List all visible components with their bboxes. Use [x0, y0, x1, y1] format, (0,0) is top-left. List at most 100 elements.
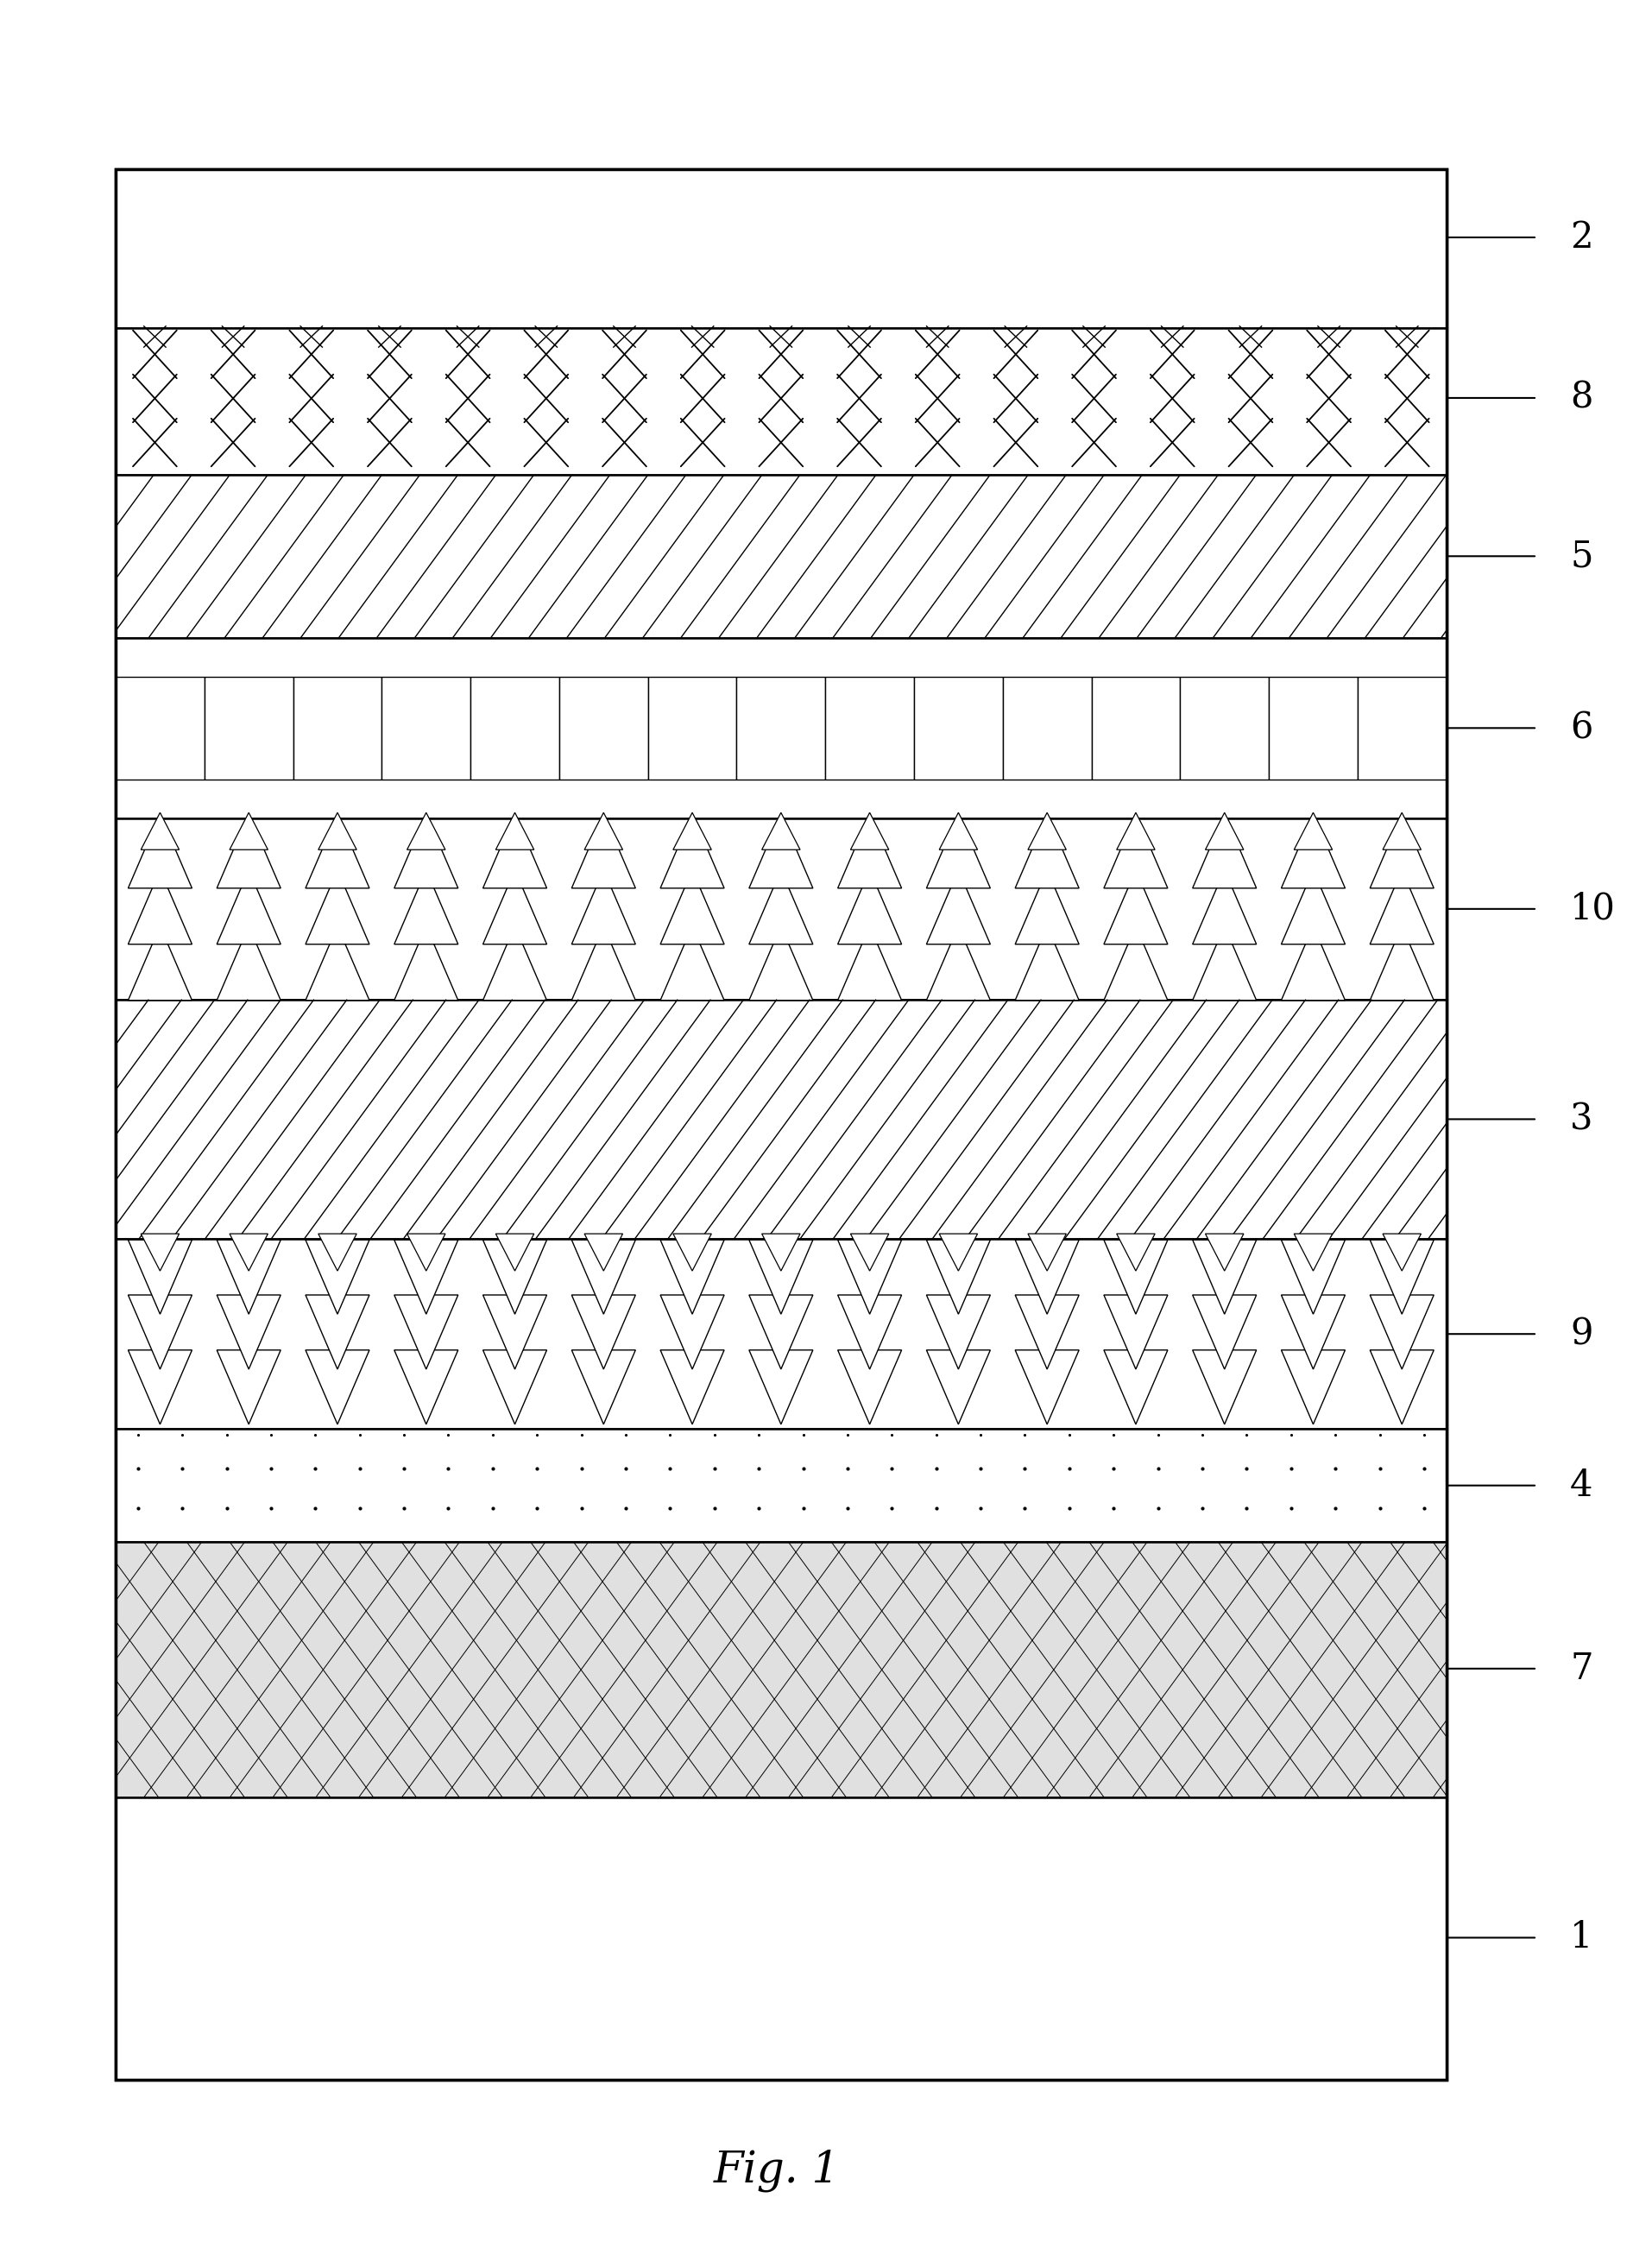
- Polygon shape: [572, 1350, 634, 1424]
- Polygon shape: [927, 1296, 990, 1370]
- Text: Fig. 1: Fig. 1: [714, 2150, 839, 2191]
- Polygon shape: [1370, 1296, 1432, 1370]
- Polygon shape: [572, 814, 634, 889]
- Polygon shape: [129, 870, 192, 945]
- Polygon shape: [216, 1239, 281, 1314]
- Polygon shape: [938, 812, 976, 850]
- Bar: [737, 676, 824, 780]
- Polygon shape: [1280, 1239, 1345, 1314]
- Bar: [558, 676, 648, 780]
- Polygon shape: [748, 1296, 813, 1370]
- Polygon shape: [1104, 1350, 1166, 1424]
- Polygon shape: [1104, 1239, 1166, 1314]
- Polygon shape: [1204, 1235, 1242, 1271]
- Polygon shape: [306, 1296, 368, 1370]
- Bar: [648, 676, 737, 780]
- Polygon shape: [851, 1235, 889, 1271]
- Bar: [116, 328, 1446, 475]
- Polygon shape: [672, 812, 710, 850]
- Polygon shape: [851, 812, 889, 850]
- Polygon shape: [319, 812, 357, 850]
- Polygon shape: [216, 927, 281, 999]
- Polygon shape: [1104, 927, 1166, 999]
- Polygon shape: [1014, 870, 1079, 945]
- Polygon shape: [395, 1239, 458, 1314]
- Polygon shape: [1280, 814, 1345, 889]
- Polygon shape: [927, 870, 990, 945]
- Polygon shape: [482, 1239, 547, 1314]
- Polygon shape: [585, 812, 623, 850]
- Bar: [116, 676, 205, 780]
- Polygon shape: [661, 1239, 724, 1314]
- Polygon shape: [572, 870, 634, 945]
- Polygon shape: [129, 1350, 192, 1424]
- Polygon shape: [496, 812, 534, 850]
- Polygon shape: [938, 1235, 976, 1271]
- Polygon shape: [129, 814, 192, 889]
- Polygon shape: [482, 1350, 547, 1424]
- Polygon shape: [1294, 812, 1332, 850]
- Polygon shape: [661, 927, 724, 999]
- Bar: [205, 676, 292, 780]
- Polygon shape: [482, 1296, 547, 1370]
- Bar: [1269, 676, 1356, 780]
- Polygon shape: [1104, 1296, 1166, 1370]
- Polygon shape: [306, 870, 368, 945]
- Polygon shape: [838, 927, 900, 999]
- Bar: [382, 676, 471, 780]
- Polygon shape: [1280, 1350, 1345, 1424]
- Polygon shape: [406, 1235, 444, 1271]
- Polygon shape: [482, 927, 547, 999]
- Polygon shape: [1193, 1239, 1256, 1314]
- Bar: [116, 1797, 1446, 2080]
- Polygon shape: [1370, 814, 1432, 889]
- Polygon shape: [748, 814, 813, 889]
- Polygon shape: [129, 1296, 192, 1370]
- Polygon shape: [927, 927, 990, 999]
- Polygon shape: [838, 1296, 900, 1370]
- Polygon shape: [838, 870, 900, 945]
- Polygon shape: [1104, 870, 1166, 945]
- Polygon shape: [319, 1235, 357, 1271]
- Polygon shape: [1117, 812, 1155, 850]
- Polygon shape: [1014, 927, 1079, 999]
- Polygon shape: [748, 870, 813, 945]
- Polygon shape: [216, 870, 281, 945]
- Polygon shape: [129, 1239, 192, 1314]
- Polygon shape: [1193, 1350, 1256, 1424]
- Polygon shape: [1014, 1350, 1079, 1424]
- Polygon shape: [306, 814, 368, 889]
- Polygon shape: [1193, 927, 1256, 999]
- Polygon shape: [572, 927, 634, 999]
- Polygon shape: [1294, 1235, 1332, 1271]
- Polygon shape: [927, 1239, 990, 1314]
- Polygon shape: [1280, 870, 1345, 945]
- Polygon shape: [1028, 1235, 1066, 1271]
- Polygon shape: [748, 927, 813, 999]
- Text: 1: 1: [1569, 1920, 1593, 1956]
- Polygon shape: [216, 814, 281, 889]
- Polygon shape: [1014, 1296, 1079, 1370]
- Text: 10: 10: [1569, 891, 1616, 927]
- Polygon shape: [838, 1350, 900, 1424]
- Polygon shape: [1193, 870, 1256, 945]
- Polygon shape: [838, 814, 900, 889]
- Text: 8: 8: [1569, 380, 1593, 416]
- Polygon shape: [230, 812, 268, 850]
- Bar: [1090, 676, 1180, 780]
- Polygon shape: [306, 1239, 368, 1314]
- Bar: [116, 170, 1446, 2080]
- Polygon shape: [672, 1235, 710, 1271]
- Text: 7: 7: [1569, 1651, 1593, 1687]
- Polygon shape: [216, 1350, 281, 1424]
- Bar: [292, 676, 382, 780]
- Polygon shape: [395, 1296, 458, 1370]
- Polygon shape: [1383, 812, 1421, 850]
- Bar: [116, 170, 1446, 2080]
- Polygon shape: [1104, 814, 1166, 889]
- Polygon shape: [927, 814, 990, 889]
- Bar: [116, 170, 1446, 328]
- Polygon shape: [748, 1350, 813, 1424]
- Polygon shape: [1014, 1239, 1079, 1314]
- Polygon shape: [1193, 814, 1256, 889]
